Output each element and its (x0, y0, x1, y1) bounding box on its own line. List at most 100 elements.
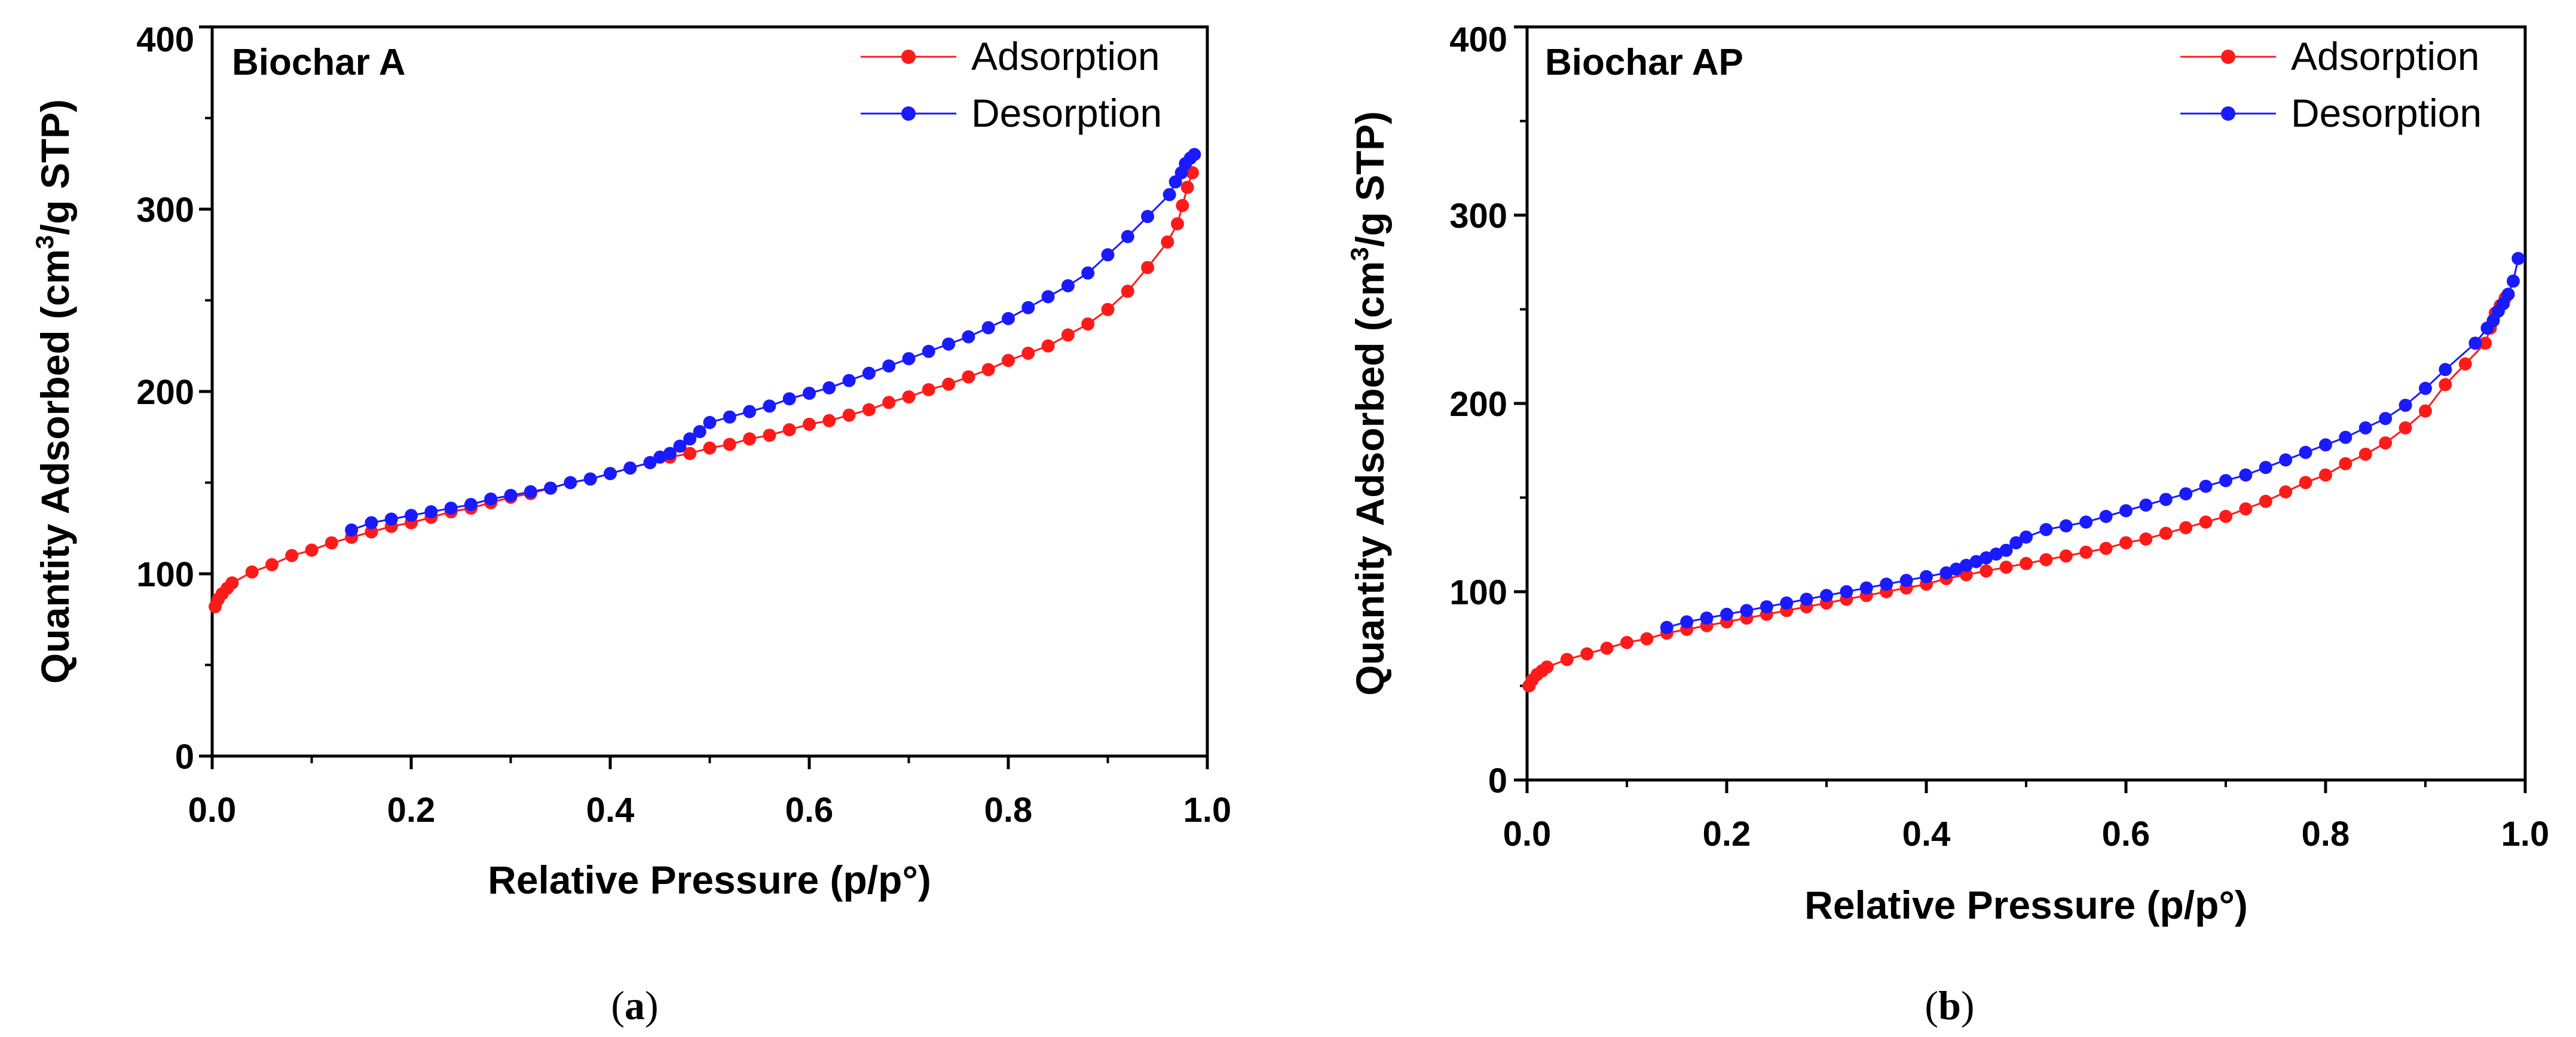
data-point-desorption (1939, 566, 1953, 580)
data-point-desorption (384, 512, 398, 526)
data-point-adsorption (325, 536, 338, 550)
data-point-desorption (1101, 248, 1115, 262)
data-point-adsorption (2139, 532, 2153, 546)
data-point-desorption (1859, 581, 1873, 595)
legend-label-adsorption: Adsorption (971, 34, 1160, 78)
data-point-desorption (604, 467, 617, 481)
data-point-desorption (663, 446, 677, 460)
data-point-adsorption (1580, 647, 1594, 660)
data-point-desorption (405, 509, 418, 522)
data-point-adsorption (842, 408, 856, 422)
x-axis-label-b: Relative Pressure (p/p°) (1804, 883, 2248, 927)
data-point-desorption (2139, 498, 2153, 512)
data-point-desorption (2339, 430, 2352, 444)
series-layer-b (1522, 252, 2525, 693)
data-point-desorption (803, 387, 816, 400)
x-tick-label: 1.0 (1183, 791, 1232, 830)
y-axis-label-post: /g STP) (1348, 111, 1392, 247)
data-point-adsorption (1101, 302, 1115, 316)
data-point-desorption (2511, 252, 2525, 265)
data-point-adsorption (2479, 337, 2492, 350)
legend-marker-desorption (901, 106, 916, 121)
data-point-desorption (564, 476, 577, 490)
caption-close: ) (1961, 983, 1975, 1028)
legend-marker-adsorption (2221, 50, 2235, 64)
data-point-desorption (583, 472, 597, 486)
data-point-adsorption (2219, 510, 2232, 523)
data-point-adsorption (2379, 436, 2393, 450)
y-tick-label: 300 (136, 191, 194, 230)
x-axis-b: 0.0 0.2 0.4 0.6 0.8 1.0 (1503, 815, 2550, 854)
data-point-desorption (1999, 543, 2013, 557)
data-point-desorption (1720, 607, 1733, 621)
data-point-desorption (782, 392, 796, 406)
y-tick-label: 400 (1449, 20, 1507, 59)
data-point-desorption (2398, 399, 2412, 412)
data-point-adsorption (1021, 347, 1035, 360)
data-point-desorption (2239, 468, 2253, 482)
data-point-adsorption (902, 390, 916, 404)
data-point-desorption (763, 399, 776, 413)
x-axis-label-a: Relative Pressure (p/p°) (488, 858, 931, 902)
data-point-desorption (1081, 266, 1095, 280)
data-point-adsorption (2259, 494, 2272, 508)
data-point-adsorption (1640, 632, 1654, 646)
panel-b: 0 100 200 300 400 0.0 0.2 0.4 0.6 0.8 1.… (1345, 20, 2549, 1028)
data-point-adsorption (981, 363, 995, 377)
data-point-desorption (1021, 301, 1035, 314)
legend-marker-adsorption (901, 50, 916, 64)
data-point-adsorption (2358, 448, 2372, 461)
data-point-desorption (2009, 536, 2023, 550)
data-point-desorption (524, 485, 537, 498)
data-point-desorption (1041, 290, 1055, 304)
x-tick-label: 0.6 (785, 791, 834, 830)
data-point-desorption (1740, 604, 1754, 617)
x-tick-label: 1.0 (2501, 815, 2550, 854)
data-point-desorption (2480, 322, 2494, 335)
data-point-desorption (2358, 421, 2372, 435)
data-point-adsorption (2339, 457, 2352, 470)
caption-open: ( (1925, 983, 1938, 1028)
data-point-desorption (1002, 312, 1015, 325)
data-point-desorption (2020, 530, 2033, 544)
data-point-desorption (2439, 363, 2452, 377)
data-point-adsorption (2299, 476, 2312, 490)
data-point-adsorption (2419, 404, 2432, 418)
data-point-desorption (902, 352, 916, 366)
series-line-adsorption (214, 172, 1194, 607)
data-point-desorption (922, 344, 935, 358)
caption-letter: b (1938, 983, 1961, 1028)
y-axis-label-pre: Quantity Adsorbed (cm (33, 249, 77, 684)
data-point-desorption (643, 456, 657, 469)
data-point-desorption (1969, 555, 1983, 568)
legend-a: Adsorption Desorption (861, 34, 1162, 135)
data-point-adsorption (2159, 527, 2173, 540)
y-axis-label-sup: 3 (1345, 247, 1373, 261)
data-point-desorption (2099, 510, 2113, 523)
data-point-adsorption (1999, 561, 2013, 574)
caption-b: (b) (1925, 983, 1974, 1028)
data-point-desorption (1959, 558, 1973, 572)
x-axis-a: 0.0 0.2 0.4 0.6 0.8 1.0 (188, 791, 1232, 830)
data-point-desorption (743, 405, 757, 418)
data-point-desorption (1680, 615, 1694, 629)
y-axis-label-post: /g STP) (33, 99, 77, 235)
y-axis-label-b: Quantity Adsorbed (cm3/g STP) (1345, 111, 1392, 696)
data-point-desorption (962, 330, 975, 344)
caption-a: (a) (611, 983, 658, 1028)
y-axis-label-sup: 3 (30, 235, 59, 249)
x-tick-label: 0.4 (586, 791, 635, 830)
data-point-desorption (444, 501, 458, 515)
y-tick-label: 400 (136, 20, 194, 59)
series-line-desorption (1666, 258, 2519, 629)
legend-label-adsorption: Adsorption (2291, 34, 2480, 78)
data-point-adsorption (2099, 542, 2113, 555)
data-point-desorption (1820, 589, 1833, 602)
data-point-desorption (2379, 412, 2393, 426)
x-tick-label: 0.0 (1503, 815, 1552, 854)
data-point-desorption (1989, 547, 2003, 561)
data-point-adsorption (1600, 641, 1614, 655)
data-point-desorption (1061, 279, 1075, 293)
data-point-adsorption (1980, 564, 1993, 578)
caption-open: ( (611, 983, 625, 1028)
